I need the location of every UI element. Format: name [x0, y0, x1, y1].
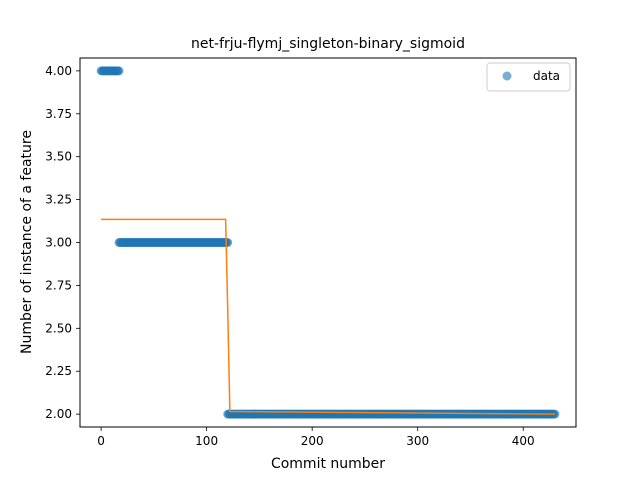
x-axis-label: Commit number [271, 456, 385, 472]
fit-line-group [101, 218, 555, 415]
legend-label-data: data [533, 69, 560, 83]
legend-box [486, 62, 571, 92]
y-tick-label: 4.00 [45, 64, 72, 78]
y-tick-label: 3.00 [45, 236, 72, 250]
data-point [114, 66, 124, 76]
y-tick-label: 3.75 [45, 107, 72, 121]
y-tick-label: 2.50 [45, 321, 72, 335]
x-tick-label: 300 [406, 434, 429, 448]
legend: data [486, 62, 571, 92]
x-axis-ticks: 0 100 200 300 400 [97, 427, 535, 448]
chart-title: net-frju-flymj_singleton-binary_sigmoid [191, 36, 465, 52]
y-tick-label: 3.25 [45, 193, 72, 207]
y-axis-label: Number of instance of a feature [19, 130, 35, 354]
x-tick-label: 200 [301, 434, 324, 448]
y-axis-ticks: 2.00 2.25 2.50 2.75 3.00 3.25 3.50 3.75 4.00 [45, 64, 80, 421]
y-tick-label: 2.75 [45, 278, 72, 292]
data-point [223, 238, 233, 247]
y-tick-label: 2.00 [45, 407, 72, 421]
fit-line [101, 218, 555, 415]
x-tick-label: 100 [195, 434, 218, 448]
y-tick-label: 3.50 [45, 150, 72, 164]
legend-marker-data [502, 71, 512, 81]
y-tick-label: 2.25 [45, 364, 72, 378]
x-tick-label: 400 [512, 434, 535, 448]
x-tick-label: 0 [97, 434, 105, 448]
